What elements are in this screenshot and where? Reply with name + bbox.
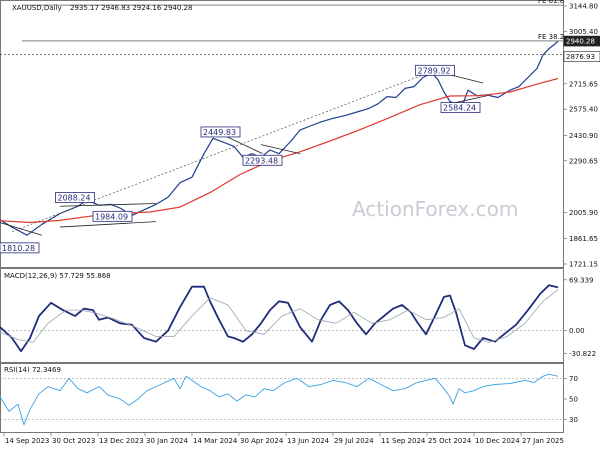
y-tick-label: 30 [569,416,578,424]
annotation-label: 1810.28 [2,244,35,253]
x-tick-label: 13 Dec 2023 [99,437,144,445]
x-tick-label: 13 Jun 2024 [287,437,330,445]
annotation-label: 2293.48 [245,156,278,165]
annotation-box [242,154,283,166]
y-tick-label: 1861.65 [569,235,598,243]
y-tick-label: 69.339 [569,276,594,284]
watermark: ActionForex.com [352,197,518,221]
x-tick-label: 27 Jan 2025 [522,437,564,445]
annotation-label: 2088.24 [58,193,91,202]
x-tick-label: 25 Oct 2024 [428,437,472,445]
price-tag-label: 2940.28 [566,38,595,46]
rsi-panel-frame [0,363,564,433]
y-tick-label: 2290.65 [569,157,598,165]
annotation-box [92,210,133,222]
annotation-box [55,192,95,203]
chart-ohlc-readout: 2935.17 2946.83 2924.16 2940.28 [70,4,192,12]
annotation-box [415,64,455,76]
x-tick-label: 30 Apr 2024 [240,437,284,445]
rsi-title: RSI(14) 72.3469 [4,366,61,374]
annotation-label: 1984.09 [95,212,128,221]
chart-symbol-title: XAUUSD,Daily [12,4,62,12]
x-tick-label: 30 Oct 2023 [52,437,95,445]
pattern-trend-line [0,222,43,236]
annotation-label: 2789.92 [418,66,451,75]
y-tick-label: 70 [569,375,578,383]
pattern-trend-line [59,221,157,228]
y-tick-label: -30.822 [569,350,596,358]
series-line-1 [0,289,559,343]
y-tick-label: 2575.40 [569,106,598,114]
y-tick-label: 1721.15 [569,261,598,269]
pattern-trend-line [260,144,301,155]
rsi-layer: 70 50 30 [0,373,578,426]
x-tick-label: 29 Jul 2024 [334,437,374,445]
y-tick-label: 3144.80 [569,3,598,11]
series-line-0 [0,373,559,426]
x-tick-label: 11 Sep 2024 [381,437,426,445]
price-tag-box [563,51,600,62]
trend-channel-line [11,70,436,232]
x-tick-label: 14 Mar 2024 [193,437,238,445]
annotation-label: 2449.83 [203,128,236,137]
y-tick-label: 3005.40 [569,28,598,36]
pattern-trend-line [59,203,157,207]
price-tag-box [563,35,600,47]
y-tick-label: 2715.65 [569,80,598,88]
x-axis: 14 Sep 2023 30 Oct 2023 13 Dec 2023 30 Jan … [3,433,564,445]
series-line-0 [0,284,559,353]
price-tag-label: 2876.93 [566,53,595,61]
y-tick-label: 2430.90 [569,132,598,140]
x-tick-label: 30 Jan 2024 [146,437,189,445]
macd-title: MACD(12,26,9) 57.729 55.868 [4,272,111,280]
y-tick-label: 0.00 [569,327,585,335]
annotation-box [440,102,481,113]
price-layer: 3144.80 3005.40 2715.65 2575.40 2430.90 2290.… [0,0,600,269]
y-tick-label: 2005.90 [569,209,598,217]
x-tick-label: 14 Sep 2023 [5,437,49,445]
annotation-box [0,242,40,254]
annotation-label: 2584.24 [443,104,476,113]
x-tick-label: 10 Dec 2024 [475,437,520,445]
y-tick-label: 50 [569,396,578,404]
annotation-box [200,126,241,138]
macd-layer: 69.339 0.00 -30.822 [0,276,596,358]
price-panel-frame [0,0,564,268]
fib-level-label: FE 61.8 [538,0,564,5]
fib-level-label: FE 38.2 [538,33,564,41]
macd-panel-frame [0,268,564,363]
